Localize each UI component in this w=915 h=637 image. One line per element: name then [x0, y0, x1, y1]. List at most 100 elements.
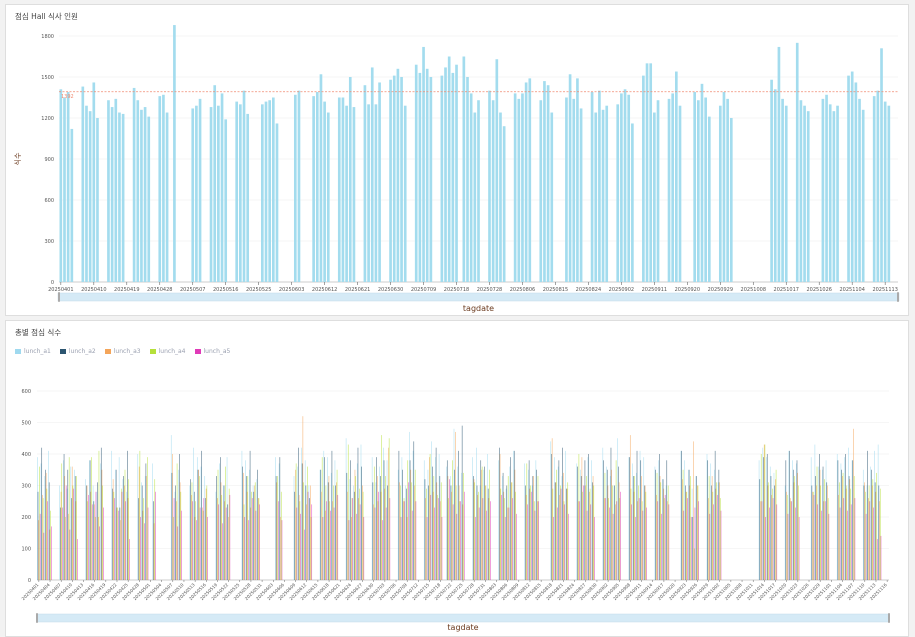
bar-lunch_a5 — [850, 504, 852, 580]
x-tick-label: 20251017 — [774, 287, 799, 293]
bar — [466, 77, 469, 282]
bar — [392, 75, 396, 282]
bar-lunch_a3 — [842, 476, 843, 580]
y-tick-label: 100 — [21, 547, 31, 553]
bar-lunch_a2 — [562, 447, 563, 580]
bar — [121, 113, 125, 283]
bar-lunch_a3 — [696, 485, 698, 580]
bar-lunch_a3 — [399, 482, 400, 580]
bar-lunch_a1 — [63, 460, 64, 580]
bar — [590, 92, 594, 283]
bar-lunch_a4 — [199, 476, 200, 580]
bar — [348, 77, 352, 282]
bar-lunch_a3 — [853, 428, 854, 580]
bar-lunch_a3 — [224, 501, 226, 580]
bar-lunch_a4 — [98, 450, 100, 580]
bar-lunch_a3 — [767, 485, 769, 580]
bar-lunch_a5 — [408, 482, 409, 580]
bar-lunch_a4 — [280, 491, 282, 580]
bar — [491, 100, 495, 282]
bar — [495, 59, 499, 282]
group-lunch-chart: 0100200300400500600202504012025040420250… — [21, 389, 890, 632]
x-axis-title: tagdate — [447, 623, 478, 632]
bar-lunch_a4 — [798, 485, 799, 580]
bar-lunch_a2 — [874, 482, 876, 580]
zoom-slider[interactable] — [57, 292, 900, 302]
bar-lunch_a2 — [141, 485, 143, 580]
bar-lunch_a2 — [666, 460, 668, 580]
legend-item-lunch_a1[interactable]: lunch_a1 — [15, 348, 51, 355]
bar-lunch_a3 — [682, 479, 683, 580]
zoom-slider-handle-right[interactable] — [897, 292, 899, 302]
bar-lunch_a1 — [40, 463, 42, 580]
bar-lunch_a2 — [205, 498, 206, 580]
bar-lunch_a1 — [48, 450, 49, 580]
bar — [517, 98, 521, 282]
bar — [642, 75, 645, 282]
bar-lunch_a3 — [689, 485, 691, 580]
bar — [235, 101, 239, 282]
legend-item-lunch_a4[interactable]: lunch_a4 — [149, 348, 186, 355]
bar-lunch_a5 — [720, 510, 722, 580]
bar-lunch_a5 — [259, 504, 260, 580]
bar — [477, 100, 480, 282]
bar-lunch_a4 — [876, 472, 877, 580]
legend-item-lunch_a2[interactable]: lunch_a2 — [59, 348, 96, 355]
bar — [88, 111, 92, 283]
bar-lunch_a3 — [425, 498, 426, 580]
bar-lunch_a2 — [796, 460, 798, 580]
bar-lunch_a3 — [94, 504, 95, 580]
bar-lunch_a2 — [826, 482, 828, 580]
zoom-slider-handle-left[interactable] — [58, 292, 60, 302]
bar-lunch_a2 — [614, 485, 615, 580]
bar-lunch_a5 — [281, 520, 283, 580]
bar-lunch_a1 — [423, 460, 425, 580]
bar-lunch_a3 — [462, 504, 464, 580]
zoom-slider-handle-right[interactable] — [888, 613, 890, 623]
bar-lunch_a3 — [380, 491, 382, 580]
bar-lunch_a5 — [296, 507, 298, 580]
bar — [147, 116, 151, 282]
bar-lunch_a3 — [116, 507, 118, 580]
zoom-slider[interactable] — [36, 613, 890, 623]
x-tick-label: 20250621 — [345, 287, 370, 293]
bar-lunch_a3 — [789, 498, 791, 580]
bar — [861, 109, 865, 282]
bar — [418, 72, 422, 283]
bar-lunch_a2 — [848, 476, 850, 580]
bar-lunch_a1 — [193, 447, 194, 580]
bar — [239, 104, 242, 282]
bar-lunch_a3 — [216, 498, 218, 580]
bar — [576, 78, 579, 282]
bar-lunch_a5 — [374, 507, 376, 580]
bar-lunch_a4 — [310, 517, 312, 580]
bar-lunch_a1 — [814, 444, 816, 580]
bar-lunch_a4 — [50, 510, 51, 580]
bar — [729, 118, 733, 282]
bar-lunch_a1 — [360, 444, 362, 580]
group-lunch-panel: 총별 점심 식수 lunch_a1 lunch_a2 lunch_a3 lunch_a… — [5, 320, 909, 637]
bar-lunch_a3 — [845, 488, 847, 580]
bar-lunch_a3 — [257, 498, 259, 580]
bar — [312, 96, 315, 282]
bar — [198, 98, 202, 282]
y-tick-label: 0 — [28, 578, 31, 584]
bar-lunch_a2 — [681, 450, 682, 580]
bar-lunch_a1 — [591, 460, 592, 580]
bar — [880, 48, 883, 282]
bar-lunch_a2 — [63, 454, 65, 580]
bar-lunch_a2 — [93, 501, 95, 580]
bar-lunch_a4 — [660, 482, 662, 580]
bar-lunch_a1 — [874, 450, 875, 580]
bar-lunch_a5 — [761, 501, 763, 580]
bar-lunch_a4 — [377, 501, 379, 580]
bar-lunch_a3 — [693, 441, 694, 580]
bar-lunch_a5 — [225, 507, 227, 580]
hall-lunch-panel: 점심 Hall 식사 인원 0 300 600 900 1200 1500 1800 2025… — [5, 4, 909, 316]
zoom-slider-handle-left[interactable] — [36, 613, 38, 623]
bar-lunch_a4 — [437, 494, 438, 580]
legend-item-lunch_a5[interactable]: lunch_a5 — [194, 348, 230, 355]
legend-item-lunch_a3[interactable]: lunch_a3 — [104, 348, 141, 355]
bar-lunch_a2 — [499, 447, 500, 580]
bar-lunch_a5 — [363, 517, 365, 580]
